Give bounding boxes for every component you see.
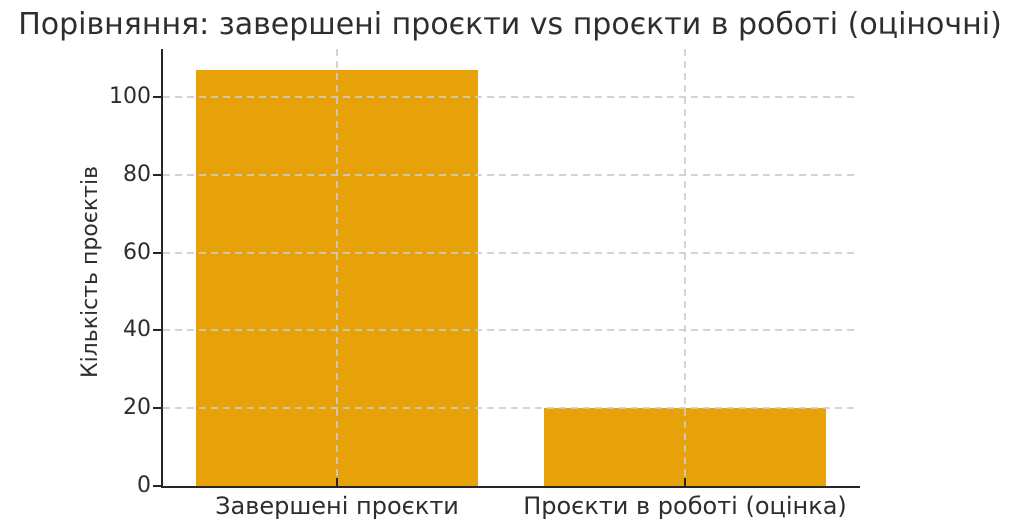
h-gridline-40 [163, 329, 859, 332]
y-tick-label-100: 100 [109, 84, 151, 110]
h-gridline-100 [163, 96, 859, 99]
v-gridline-1 [684, 49, 686, 486]
y-tick-label-20: 20 [123, 395, 151, 421]
y-tick-label-60: 60 [123, 239, 151, 265]
y-tick-label-80: 80 [123, 161, 151, 187]
y-tick-mark-80 [153, 173, 161, 176]
h-gridline-80 [163, 173, 859, 176]
chart-title: Порівняння: завершені проєкти vs проєкти… [18, 7, 1002, 42]
x-tick-label-1: Проєкти в роботі (оцінка) [523, 492, 847, 520]
y-tick-mark-40 [153, 329, 161, 332]
h-gridline-20 [163, 407, 859, 410]
y-tick-label-0: 0 [137, 473, 151, 498]
y-tick-mark-0 [153, 485, 161, 487]
plot-area [161, 49, 860, 488]
y-tick-mark-100 [153, 96, 161, 99]
x-axis-spine [161, 486, 860, 488]
x-tick-label-0: Завершені проєкти [215, 492, 459, 520]
x-tick-mark-0 [336, 478, 338, 486]
h-gridline-60 [163, 251, 859, 254]
y-tick-mark-60 [153, 251, 161, 254]
v-gridline-0 [336, 49, 338, 486]
y-axis-spine [161, 49, 163, 488]
y-tick-mark-20 [153, 407, 161, 410]
x-tick-mark-1 [684, 478, 686, 486]
y-tick-label-40: 40 [123, 317, 151, 343]
